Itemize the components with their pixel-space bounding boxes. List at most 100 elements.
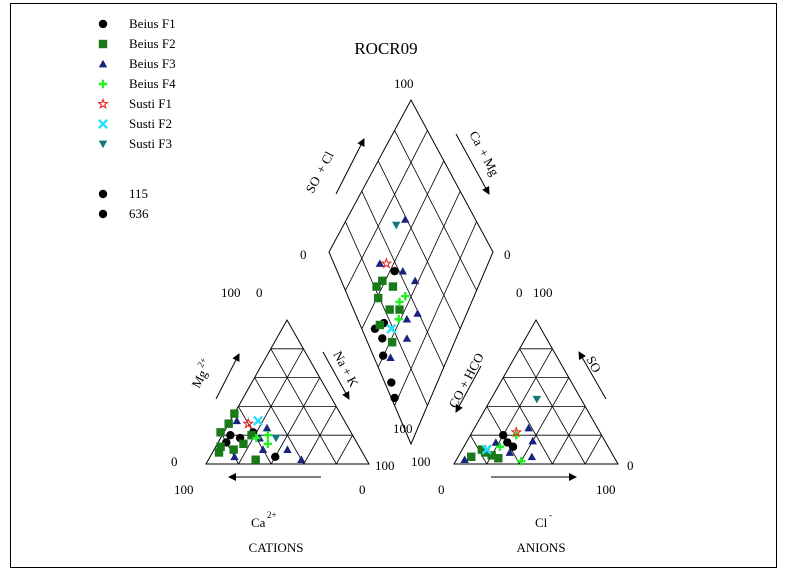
cat-tick-left: 0 [171, 454, 178, 469]
diamond-point [401, 291, 410, 301]
so4cl-axis-arrow [335, 138, 365, 195]
diamond-point [388, 282, 398, 291]
legend-label: Beius F4 [129, 76, 176, 91]
anion-point [499, 431, 508, 440]
camg-axis-arrow [455, 133, 490, 195]
legend-marker [98, 59, 108, 68]
anion-point [505, 448, 514, 456]
so4cl-axis-label: SO [302, 174, 323, 196]
cation-point [224, 419, 233, 428]
diamond-gridline [361, 191, 445, 368]
diamond-gridline [361, 160, 445, 329]
cation-point [239, 439, 248, 449]
camg-axis-label: Ca [466, 128, 486, 148]
diamond-gridline [377, 191, 461, 368]
diamond-point [395, 297, 404, 307]
an-tick-bottom-right: 100 [596, 482, 616, 497]
legend-marker [98, 19, 108, 29]
diamond-point [378, 334, 387, 343]
legend-label: Beius F3 [129, 56, 176, 71]
chart-frame: ROCR09 100 0 0 100 0 100 Mg 2+ Na + K Ca… [10, 3, 777, 568]
legend-marker [98, 140, 108, 149]
cation-point [271, 452, 280, 461]
legend-label: 115 [129, 186, 148, 201]
legend-label: 636 [129, 206, 149, 221]
diamond-point [387, 378, 396, 387]
an-tick-right: 0 [627, 458, 634, 473]
legend-marker [98, 39, 108, 49]
diamond-point [387, 338, 397, 347]
diamond-point [394, 315, 403, 324]
anion-point [495, 442, 505, 451]
diamond-point [380, 257, 393, 269]
co3-axis-label: CO [445, 387, 467, 410]
piper-diagram: ROCR09 100 0 0 100 0 100 Mg 2+ Na + K Ca… [97, 16, 634, 555]
cation-triangle-gridline [336, 435, 353, 465]
cation-point [258, 445, 268, 453]
cation-point [229, 445, 238, 454]
dia-tick-top: 100 [394, 76, 414, 91]
cation-point [263, 439, 273, 449]
camg-axis-tail: + Mg [476, 146, 503, 179]
anion-point [503, 438, 512, 447]
legend-label: Susti F2 [129, 116, 172, 131]
cation-point [216, 442, 225, 451]
diamond-gridline [345, 130, 428, 291]
legend-marker [97, 97, 109, 109]
anion-point [524, 423, 533, 432]
legend-label: Susti F1 [129, 96, 172, 111]
diamond-point [378, 351, 388, 360]
nak-axis-label: Na + K [330, 348, 362, 389]
an-tick-left2: 100 [411, 454, 431, 469]
cation-triangle-gridline [270, 348, 337, 465]
anions-label: ANIONS [516, 540, 565, 555]
co3-axis-arrow [455, 365, 482, 413]
cation-point [283, 445, 292, 453]
cation-triangle-outline [205, 318, 370, 465]
diamond-gridline [394, 130, 477, 291]
an-tick-top2: 100 [533, 285, 553, 300]
cation-point [297, 455, 306, 464]
cation-point [226, 431, 235, 440]
anion-triangle-gridline [519, 348, 586, 465]
cat-tick-bottom-left: 100 [174, 482, 194, 497]
legend-marker [98, 209, 108, 219]
cation-point [232, 416, 242, 425]
anion-point [487, 451, 496, 460]
cation-point [242, 417, 255, 429]
anion-triangle-gridline [519, 377, 570, 465]
an-tick-top: 0 [516, 285, 523, 300]
diamond-point [385, 305, 394, 314]
cation-point [216, 428, 225, 437]
diamond-point [413, 309, 422, 317]
chart-title: ROCR09 [354, 39, 417, 58]
legend-marker [98, 79, 108, 89]
diamond-gridline [377, 160, 461, 329]
cation-triangle-gridline [254, 377, 305, 465]
diamond-outline [328, 98, 494, 446]
mg-axis-arrow [215, 353, 240, 400]
ca-axis-sup: 2+ [267, 510, 277, 520]
cl-axis-sup: - [549, 510, 552, 520]
anion-point [491, 438, 501, 446]
diamond-point [410, 276, 420, 285]
cation-point [230, 409, 239, 418]
diamond-point [372, 282, 381, 291]
cation-point [251, 455, 260, 464]
legend-marker [97, 118, 109, 130]
cat-tick-top: 100 [221, 285, 241, 300]
cation-point [252, 433, 261, 443]
diamond-point [395, 305, 404, 314]
legend-label: Beius F2 [129, 36, 176, 51]
cation-point [271, 434, 281, 443]
cation-point [214, 448, 224, 457]
anion-point [467, 452, 476, 461]
diamond-gridline [394, 221, 477, 406]
anion-point [527, 452, 537, 461]
an-tick-bottom-left: 0 [438, 482, 445, 497]
cat-tick-top2: 0 [256, 285, 263, 300]
cation-point [262, 423, 272, 432]
legend-label: Beius F1 [129, 16, 176, 31]
diamond-point [402, 315, 412, 323]
an-tick-left: 100 [393, 421, 413, 436]
